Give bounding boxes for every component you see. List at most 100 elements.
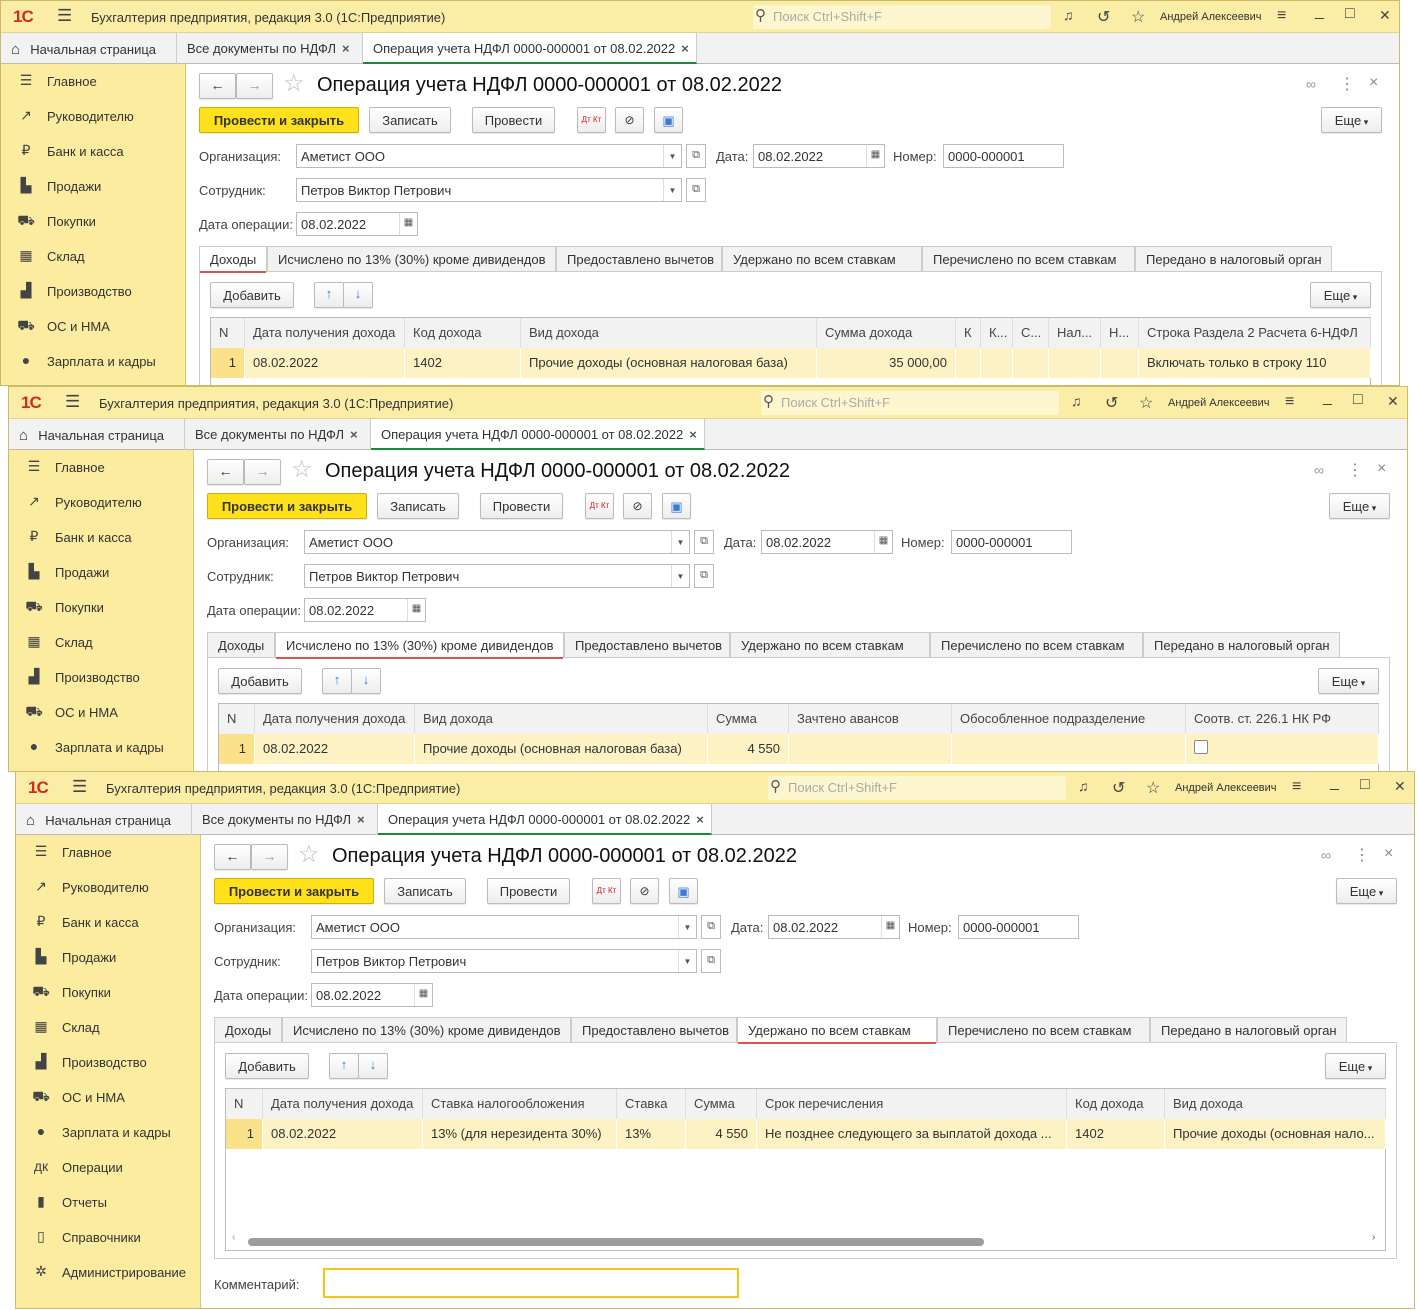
move-down-button[interactable]: ↓ xyxy=(351,668,381,694)
more-button[interactable]: Еще ▾ xyxy=(1329,493,1390,519)
structure-icon[interactable]: ▣ xyxy=(654,107,683,133)
maximize-icon[interactable]: □ xyxy=(1345,5,1355,22)
close-tab-icon[interactable]: × xyxy=(689,427,697,442)
table-cell[interactable]: 1 xyxy=(211,348,245,378)
close-form-icon[interactable]: × xyxy=(1369,74,1379,91)
sidebar-item[interactable]: ▦ Склад xyxy=(16,1014,201,1044)
column-header[interactable]: Ставка xyxy=(617,1089,686,1119)
sidebar-item[interactable]: ☰ Главное xyxy=(1,68,186,98)
open-tab[interactable]: Операция учета НДФЛ 0000-000001 от 08.02… xyxy=(363,33,697,64)
table-cell[interactable]: Включать только в строку 110 xyxy=(1139,348,1371,378)
move-down-button[interactable]: ↓ xyxy=(343,282,373,308)
bell-icon[interactable]: ♫ xyxy=(1078,778,1089,794)
post-button[interactable]: Провести xyxy=(487,878,570,904)
column-header[interactable]: Вид дохода xyxy=(1165,1089,1386,1119)
post-button[interactable]: Провести xyxy=(480,493,563,519)
table-cell[interactable]: 13% (для нерезидента 30%) xyxy=(423,1119,617,1149)
save-button[interactable]: Записать xyxy=(384,878,466,904)
column-header[interactable]: N xyxy=(219,704,255,734)
search-input[interactable]: ⚲ Поиск Ctrl+Shift+F xyxy=(768,776,1066,800)
sidebar-item[interactable]: ▦ Склад xyxy=(9,629,194,659)
table-cell[interactable]: 35 000,00 xyxy=(817,348,956,378)
form-tab[interactable]: Перечислено по всем ставкам xyxy=(922,246,1135,272)
sidebar-item[interactable]: дк Операции xyxy=(16,1154,201,1184)
checkbox[interactable] xyxy=(1194,740,1208,754)
column-header[interactable]: Н... xyxy=(1101,318,1139,348)
table-cell[interactable] xyxy=(956,348,981,378)
move-up-button[interactable]: ↑ xyxy=(314,282,344,308)
scroll-right-icon[interactable]: › xyxy=(1372,1232,1376,1243)
table-cell[interactable]: 08.02.2022 xyxy=(255,734,415,764)
form-tab[interactable]: Исчислено по 13% (30%) кроме дивидендов xyxy=(282,1017,571,1043)
structure-icon[interactable]: ▣ xyxy=(662,493,691,519)
open-employee-button[interactable]: ⧉ xyxy=(686,178,706,202)
open-org-button[interactable]: ⧉ xyxy=(686,144,706,168)
horizontal-scrollbar[interactable] xyxy=(248,1238,984,1246)
move-down-button[interactable]: ↓ xyxy=(358,1053,388,1079)
open-tab[interactable]: Все документы по НДФЛ × xyxy=(185,419,371,450)
number-field[interactable]: 0000-000001 xyxy=(958,915,1079,939)
post-and-close-button[interactable]: Провести и закрыть xyxy=(214,878,374,904)
attach-icon[interactable]: ⊘ xyxy=(630,878,659,904)
op-date-field[interactable]: 08.02.2022 ▦ xyxy=(296,212,418,236)
form-tab[interactable]: Доходы xyxy=(207,632,275,658)
settings-menu-icon[interactable]: ≡ xyxy=(1277,7,1287,24)
table-cell[interactable] xyxy=(952,734,1186,764)
attach-icon[interactable]: ⊘ xyxy=(623,493,652,519)
sidebar-item[interactable]: ↗ Руководителю xyxy=(1,103,186,133)
column-header[interactable]: Обособленное подразделение xyxy=(952,704,1186,734)
sidebar-item[interactable]: ▦ Склад xyxy=(1,243,186,273)
minimize-icon[interactable]: _ xyxy=(1323,389,1332,406)
favorite-star-icon[interactable]: ☆ xyxy=(283,70,305,97)
column-header[interactable]: К... xyxy=(981,318,1013,348)
link-icon[interactable]: ∞ xyxy=(1306,76,1316,92)
date-field[interactable]: 08.02.2022 ▦ xyxy=(753,144,885,168)
maximize-icon[interactable]: □ xyxy=(1360,776,1370,793)
post-and-close-button[interactable]: Провести и закрыть xyxy=(199,107,359,133)
open-org-button[interactable]: ⧉ xyxy=(694,530,714,554)
open-employee-button[interactable]: ⧉ xyxy=(701,949,721,973)
add-row-button[interactable]: Добавить xyxy=(218,668,302,694)
table-cell[interactable]: 4 550 xyxy=(686,1119,757,1149)
sidebar-item[interactable]: ↗ Руководителю xyxy=(16,874,201,904)
table-cell[interactable]: 08.02.2022 xyxy=(263,1119,423,1149)
close-tab-icon[interactable]: × xyxy=(681,41,689,56)
open-employee-button[interactable]: ⧉ xyxy=(694,564,714,588)
form-tab[interactable]: Удержано по всем ставкам xyxy=(737,1017,937,1044)
sidebar-item[interactable]: ₽ Банк и касса xyxy=(1,138,186,168)
date-field[interactable]: 08.02.2022 ▦ xyxy=(761,530,893,554)
column-header[interactable]: К xyxy=(956,318,981,348)
open-tab[interactable]: ⌂ Начальная страница xyxy=(16,804,192,835)
table-cell[interactable] xyxy=(1013,348,1049,378)
column-header[interactable]: Код дохода xyxy=(405,318,521,348)
sidebar-item[interactable]: ▙ Продажи xyxy=(16,944,201,974)
back-button[interactable]: ← xyxy=(199,73,236,99)
sidebar-item[interactable]: ● Зарплата и кадры xyxy=(1,348,186,378)
column-header[interactable]: Сумма xyxy=(686,1089,757,1119)
form-tab[interactable]: Перечислено по всем ставкам xyxy=(937,1017,1150,1043)
calendar-icon[interactable]: ▦ xyxy=(399,213,417,235)
more-button[interactable]: Еще ▾ xyxy=(1321,107,1382,133)
column-header[interactable]: Код дохода xyxy=(1067,1089,1165,1119)
main-menu-icon[interactable]: ☰ xyxy=(57,6,73,25)
scroll-left-icon[interactable]: ‹ xyxy=(232,1232,236,1243)
table-cell[interactable]: 4 550 xyxy=(708,734,789,764)
move-up-button[interactable]: ↑ xyxy=(322,668,352,694)
sidebar-item[interactable]: ▮ Отчеты xyxy=(16,1189,201,1219)
sidebar-item[interactable]: ↗ Руководителю xyxy=(9,489,194,519)
minimize-icon[interactable]: _ xyxy=(1315,3,1324,20)
table-cell[interactable]: Прочие доходы (основная налоговая база) xyxy=(415,734,708,764)
history-icon[interactable]: ↺ xyxy=(1105,395,1119,412)
close-form-icon[interactable]: × xyxy=(1377,460,1387,477)
number-field[interactable]: 0000-000001 xyxy=(951,530,1072,554)
sidebar-item[interactable]: ▯ Справочники xyxy=(16,1224,201,1254)
open-tab[interactable]: Операция учета НДФЛ 0000-000001 от 08.02… xyxy=(378,804,712,835)
more-actions-icon[interactable]: ⋮ xyxy=(1339,76,1355,93)
table-more-button[interactable]: Еще ▾ xyxy=(1318,668,1379,694)
sidebar-item[interactable]: ✲ Администрирование xyxy=(16,1259,201,1289)
table-cell[interactable] xyxy=(1186,734,1379,764)
column-header[interactable]: Вид дохода xyxy=(521,318,817,348)
org-field[interactable]: Аметист ООО ▼ xyxy=(296,144,682,168)
table-cell[interactable]: 1402 xyxy=(405,348,521,378)
form-tab[interactable]: Предоставлено вычетов xyxy=(564,632,730,658)
